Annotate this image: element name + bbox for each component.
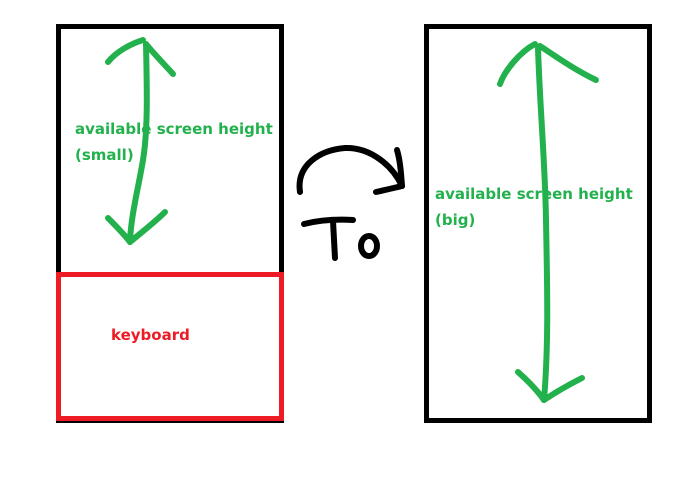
left-screen-frame [56,24,284,423]
keyboard-label: keyboard [111,326,190,344]
right-height-arrow [497,41,599,403]
right-screen-frame [424,24,652,423]
left-available-label-line2: (small) [75,146,134,164]
left-available-label-line1: available screen height [75,120,273,138]
transition-text [304,218,376,260]
transition-arrow [296,144,405,195]
right-available-label-line1: available screen height [435,185,633,203]
handwritten-to-glyph [301,216,380,261]
left-height-arrow [105,37,176,245]
right-available-label-line2: (big) [435,211,476,229]
keyboard-area [56,272,284,421]
